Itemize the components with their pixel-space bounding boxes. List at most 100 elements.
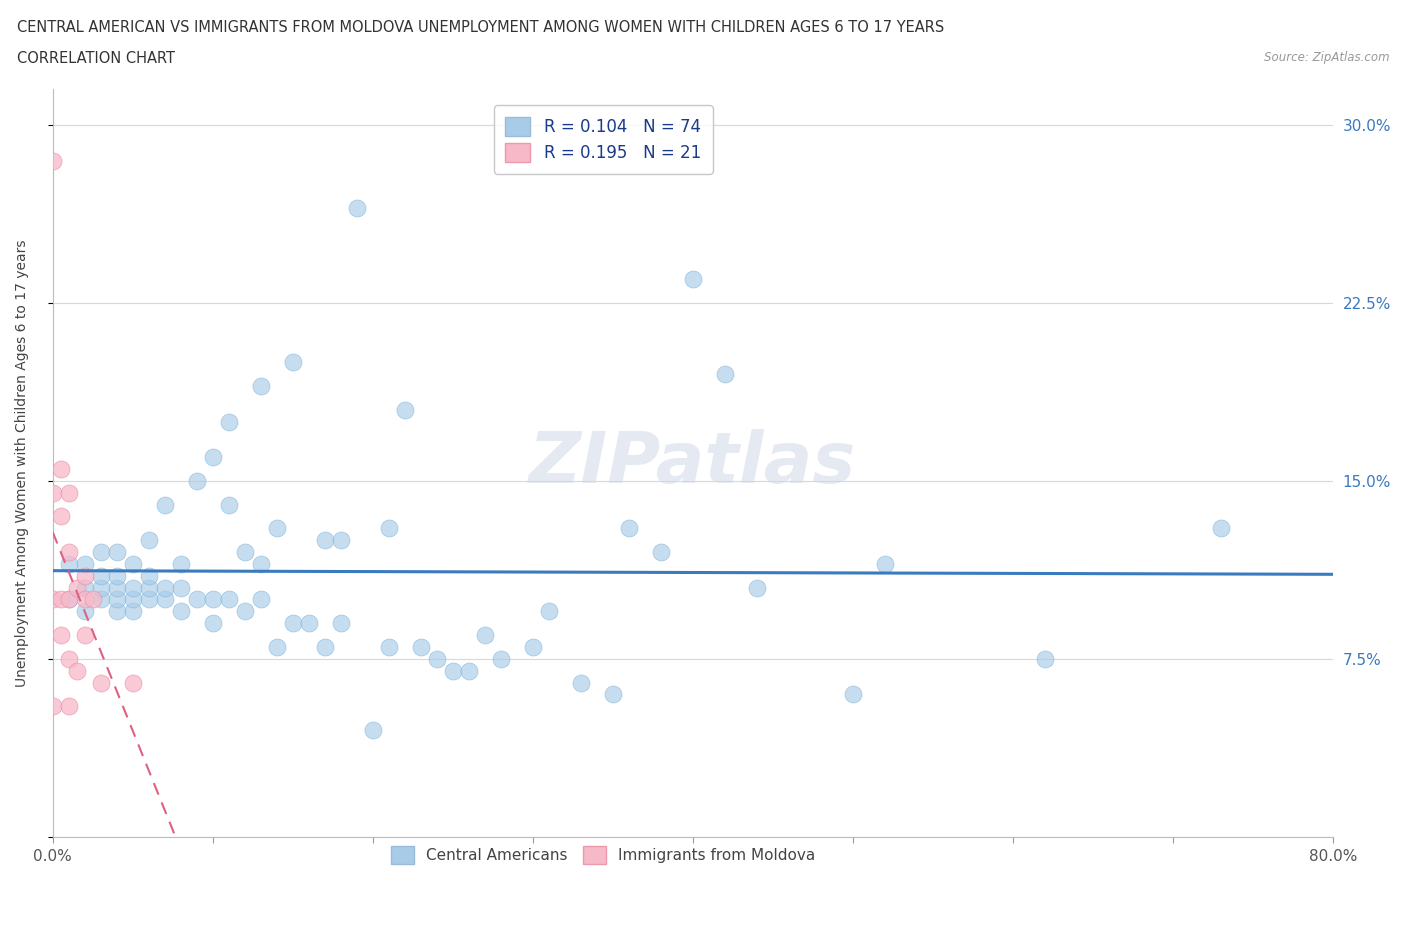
Point xyxy=(377,640,399,655)
Point xyxy=(105,604,128,618)
Point xyxy=(49,509,72,524)
Point xyxy=(138,580,160,595)
Point xyxy=(90,580,112,595)
Point xyxy=(281,355,304,370)
Point xyxy=(58,698,80,713)
Text: CENTRAL AMERICAN VS IMMIGRANTS FROM MOLDOVA UNEMPLOYMENT AMONG WOMEN WITH CHILDR: CENTRAL AMERICAN VS IMMIGRANTS FROM MOLD… xyxy=(17,20,943,35)
Point xyxy=(569,675,592,690)
Point xyxy=(298,616,321,631)
Point xyxy=(489,651,512,666)
Point xyxy=(90,592,112,607)
Point xyxy=(233,604,256,618)
Point xyxy=(73,592,96,607)
Point xyxy=(394,403,416,418)
Point xyxy=(73,580,96,595)
Point xyxy=(121,604,143,618)
Point xyxy=(201,616,224,631)
Point xyxy=(249,379,271,393)
Point xyxy=(249,556,271,571)
Point xyxy=(41,698,63,713)
Point xyxy=(281,616,304,631)
Point xyxy=(121,675,143,690)
Point xyxy=(329,533,352,548)
Point xyxy=(58,545,80,560)
Point xyxy=(186,473,208,488)
Y-axis label: Unemployment Among Women with Children Ages 6 to 17 years: Unemployment Among Women with Children A… xyxy=(15,239,30,687)
Point xyxy=(457,663,479,678)
Point xyxy=(602,687,624,702)
Point xyxy=(713,366,735,381)
Point xyxy=(58,592,80,607)
Point xyxy=(138,568,160,583)
Point xyxy=(169,604,191,618)
Point xyxy=(121,556,143,571)
Point xyxy=(266,521,288,536)
Point xyxy=(329,616,352,631)
Point xyxy=(138,533,160,548)
Point xyxy=(73,628,96,643)
Point xyxy=(201,592,224,607)
Point xyxy=(409,640,432,655)
Text: Source: ZipAtlas.com: Source: ZipAtlas.com xyxy=(1264,51,1389,64)
Point xyxy=(441,663,464,678)
Point xyxy=(1033,651,1056,666)
Legend: Central Americans, Immigrants from Moldova: Central Americans, Immigrants from Moldo… xyxy=(385,841,821,870)
Point xyxy=(121,580,143,595)
Point xyxy=(90,568,112,583)
Point xyxy=(58,651,80,666)
Point xyxy=(522,640,544,655)
Point xyxy=(90,545,112,560)
Point xyxy=(121,592,143,607)
Point xyxy=(218,592,240,607)
Point xyxy=(153,592,176,607)
Point xyxy=(617,521,640,536)
Point xyxy=(105,545,128,560)
Point xyxy=(314,533,336,548)
Point xyxy=(186,592,208,607)
Point xyxy=(426,651,449,666)
Point xyxy=(105,580,128,595)
Point xyxy=(41,153,63,168)
Point xyxy=(361,723,384,737)
Point xyxy=(49,592,72,607)
Point xyxy=(474,628,496,643)
Point xyxy=(65,580,87,595)
Point xyxy=(73,556,96,571)
Point xyxy=(650,545,672,560)
Point xyxy=(58,592,80,607)
Point xyxy=(82,592,104,607)
Point xyxy=(105,568,128,583)
Point xyxy=(73,604,96,618)
Text: ZIPatlas: ZIPatlas xyxy=(529,429,856,498)
Point xyxy=(745,580,768,595)
Point xyxy=(73,568,96,583)
Text: CORRELATION CHART: CORRELATION CHART xyxy=(17,51,174,66)
Point xyxy=(138,592,160,607)
Point xyxy=(169,580,191,595)
Point xyxy=(169,556,191,571)
Point xyxy=(65,663,87,678)
Point xyxy=(537,604,560,618)
Point xyxy=(153,580,176,595)
Point xyxy=(153,498,176,512)
Point xyxy=(346,201,368,216)
Point xyxy=(841,687,863,702)
Point xyxy=(105,592,128,607)
Point xyxy=(873,556,896,571)
Point xyxy=(218,414,240,429)
Point xyxy=(90,675,112,690)
Point xyxy=(266,640,288,655)
Point xyxy=(41,485,63,500)
Point xyxy=(49,628,72,643)
Point xyxy=(1209,521,1232,536)
Point xyxy=(249,592,271,607)
Point xyxy=(58,556,80,571)
Point xyxy=(682,272,704,286)
Point xyxy=(218,498,240,512)
Point xyxy=(201,450,224,465)
Point xyxy=(58,485,80,500)
Point xyxy=(49,461,72,476)
Point xyxy=(233,545,256,560)
Point xyxy=(377,521,399,536)
Point xyxy=(41,592,63,607)
